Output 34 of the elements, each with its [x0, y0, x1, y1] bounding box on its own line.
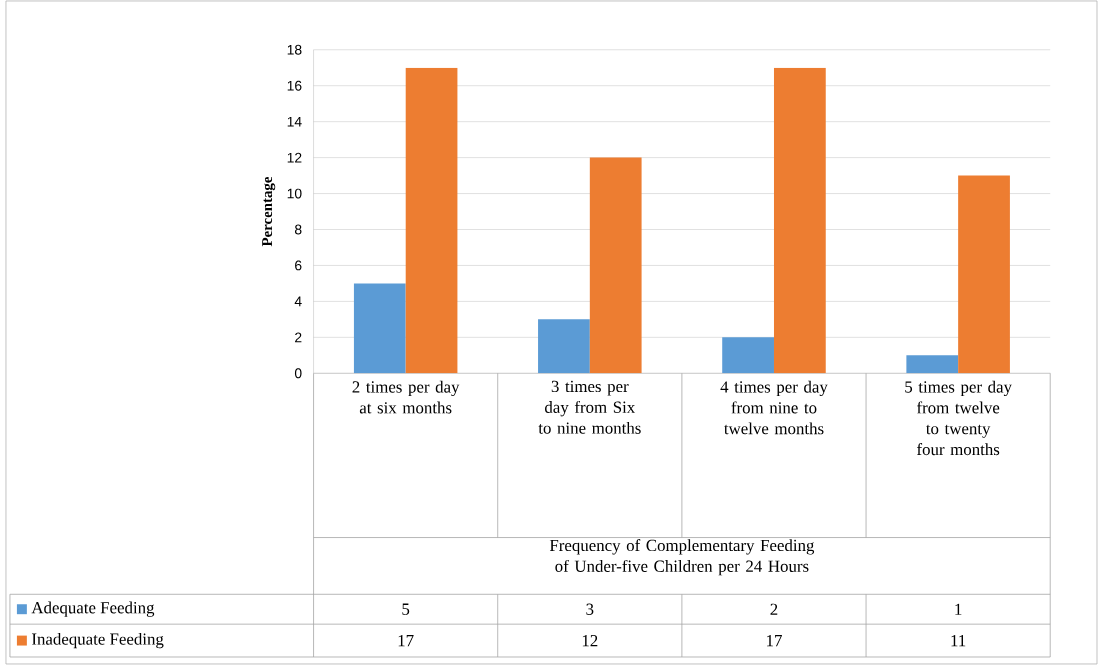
y-tick-label: 6: [295, 260, 302, 271]
y-axis-title: Percentage: [262, 176, 276, 247]
y-tick-label: 2: [295, 332, 302, 343]
bar: [906, 355, 959, 374]
bar: [353, 283, 406, 374]
data-label: 17: [398, 635, 414, 647]
bar: [958, 175, 1010, 374]
y-tick-label: 0: [294, 368, 302, 379]
y-tick-label: 16: [287, 80, 302, 91]
data-label: 5: [402, 603, 410, 615]
x-tick-label: 3 times per day from Six to nine months: [538, 380, 641, 434]
data-label: 3: [586, 603, 594, 615]
bar: [722, 337, 774, 374]
bar: [589, 157, 642, 374]
y-tick-label: 4: [294, 296, 302, 307]
data-label: 1: [955, 603, 962, 615]
y-tick-label: 12: [287, 152, 302, 163]
y-tick-label: 10: [287, 188, 302, 199]
data-label: 12: [582, 635, 598, 647]
data-label: 11: [951, 635, 966, 647]
y-tick-label: 18: [287, 44, 302, 55]
data-label: 17: [767, 635, 782, 647]
data-label: 2: [770, 603, 778, 615]
y-tick-label: 14: [287, 116, 302, 127]
bar: [538, 319, 590, 374]
bar: [773, 67, 826, 374]
x-tick-label: 4 times per day from nine to twelve months: [720, 380, 828, 435]
y-tick-label: 8: [294, 224, 302, 235]
legend-label: Adequate Feeding: [31, 601, 155, 617]
x-tick-label: 2 times per day at six months: [352, 380, 460, 414]
bar: [405, 67, 458, 374]
legend-label: Inadequate Feeding: [31, 632, 164, 649]
x-tick-label: 5 times per day from twelve to twenty four months: [905, 380, 1012, 456]
x-axis-title: Frequency of Complementary Feeding of Under-five Children per 24 Hours: [549, 539, 815, 576]
